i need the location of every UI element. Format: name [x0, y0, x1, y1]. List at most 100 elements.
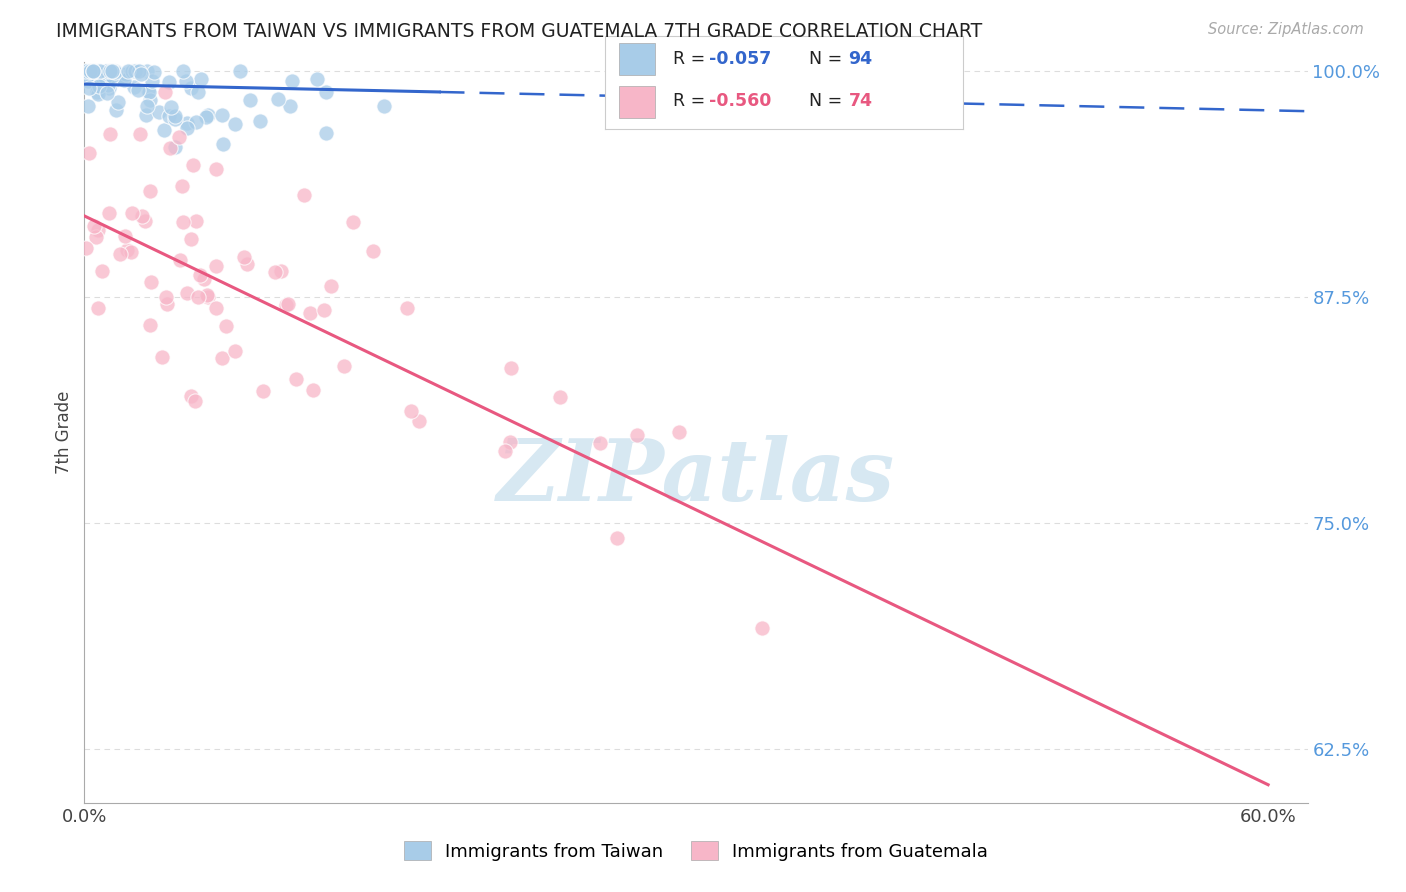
Point [124, 64, 146, 78]
Point [270, 263, 292, 277]
Point [104, 103, 127, 117]
Point [187, 85, 209, 99]
Point [122, 80, 145, 95]
Point [229, 64, 252, 78]
Point [98, 64, 121, 78]
Point [79, 64, 101, 78]
Point [115, 67, 138, 81]
Point [267, 92, 290, 106]
Point [125, 64, 148, 78]
Point [101, 64, 124, 78]
Point [86, 85, 108, 99]
Point [163, 109, 186, 123]
Point [197, 108, 219, 122]
Point [167, 130, 190, 145]
Point [224, 343, 246, 358]
Point [155, 289, 177, 303]
Point [157, 74, 180, 88]
Point [195, 110, 218, 124]
Text: ZIPatlas: ZIPatlas [496, 435, 896, 519]
Point [277, 297, 299, 311]
Point [153, 122, 176, 136]
Point [278, 98, 301, 112]
Point [276, 298, 298, 312]
Point [184, 394, 207, 409]
Point [186, 214, 208, 228]
Text: 74: 74 [848, 92, 872, 111]
Point [75, 64, 97, 78]
Point [77, 69, 100, 83]
Point [79, 64, 101, 78]
Point [82, 64, 104, 78]
Point [77, 81, 100, 95]
Point [141, 275, 163, 289]
Point [668, 425, 690, 440]
Point [82, 64, 104, 78]
Point [156, 297, 179, 311]
Point [174, 74, 197, 88]
Text: R =: R = [672, 50, 710, 68]
Point [77, 64, 100, 78]
Point [84, 65, 107, 79]
Point [89, 78, 111, 93]
Point [197, 290, 219, 304]
Point [121, 64, 143, 78]
Point [105, 72, 128, 87]
Point [138, 94, 160, 108]
Point [176, 116, 198, 130]
Point [751, 621, 773, 635]
Point [606, 532, 628, 546]
Point [80, 64, 103, 78]
Point [301, 383, 323, 397]
Point [204, 259, 226, 273]
Point [180, 232, 202, 246]
Text: IMMIGRANTS FROM TAIWAN VS IMMIGRANTS FROM GUATEMALA 7TH GRADE CORRELATION CHART: IMMIGRANTS FROM TAIWAN VS IMMIGRANTS FRO… [56, 22, 983, 41]
Point [284, 372, 307, 386]
Point [89, 68, 111, 82]
Point [143, 65, 166, 79]
Point [298, 306, 321, 320]
Point [112, 70, 135, 85]
Point [98, 128, 121, 142]
Point [98, 81, 121, 95]
Point [176, 120, 198, 135]
Point [87, 64, 110, 78]
Y-axis label: 7th Grade: 7th Grade [55, 391, 73, 475]
Point [108, 246, 131, 260]
Point [165, 140, 187, 154]
Point [129, 67, 152, 81]
Point [97, 78, 120, 92]
Point [90, 264, 112, 278]
Point [112, 73, 135, 87]
Point [170, 179, 193, 194]
Point [135, 108, 157, 122]
Point [188, 268, 211, 283]
Point [80, 68, 103, 82]
Point [212, 136, 235, 151]
Point [239, 93, 262, 107]
Point [104, 64, 127, 78]
Point [83, 74, 105, 88]
Point [127, 83, 149, 97]
Point [98, 206, 121, 220]
Point [180, 81, 202, 95]
Point [97, 64, 120, 78]
Text: N =: N = [808, 50, 848, 68]
Point [232, 250, 254, 264]
Point [169, 253, 191, 268]
Point [548, 390, 571, 404]
Point [396, 301, 419, 316]
Point [205, 161, 228, 176]
Point [94, 70, 117, 84]
Point [249, 113, 271, 128]
Legend: Immigrants from Taiwan, Immigrants from Guatemala: Immigrants from Taiwan, Immigrants from … [396, 834, 995, 868]
Point [86, 301, 108, 315]
Point [157, 109, 180, 123]
Point [138, 86, 160, 100]
Point [136, 99, 159, 113]
Point [120, 245, 142, 260]
Point [281, 74, 304, 88]
Point [84, 73, 107, 87]
Point [314, 302, 336, 317]
Point [155, 85, 177, 99]
